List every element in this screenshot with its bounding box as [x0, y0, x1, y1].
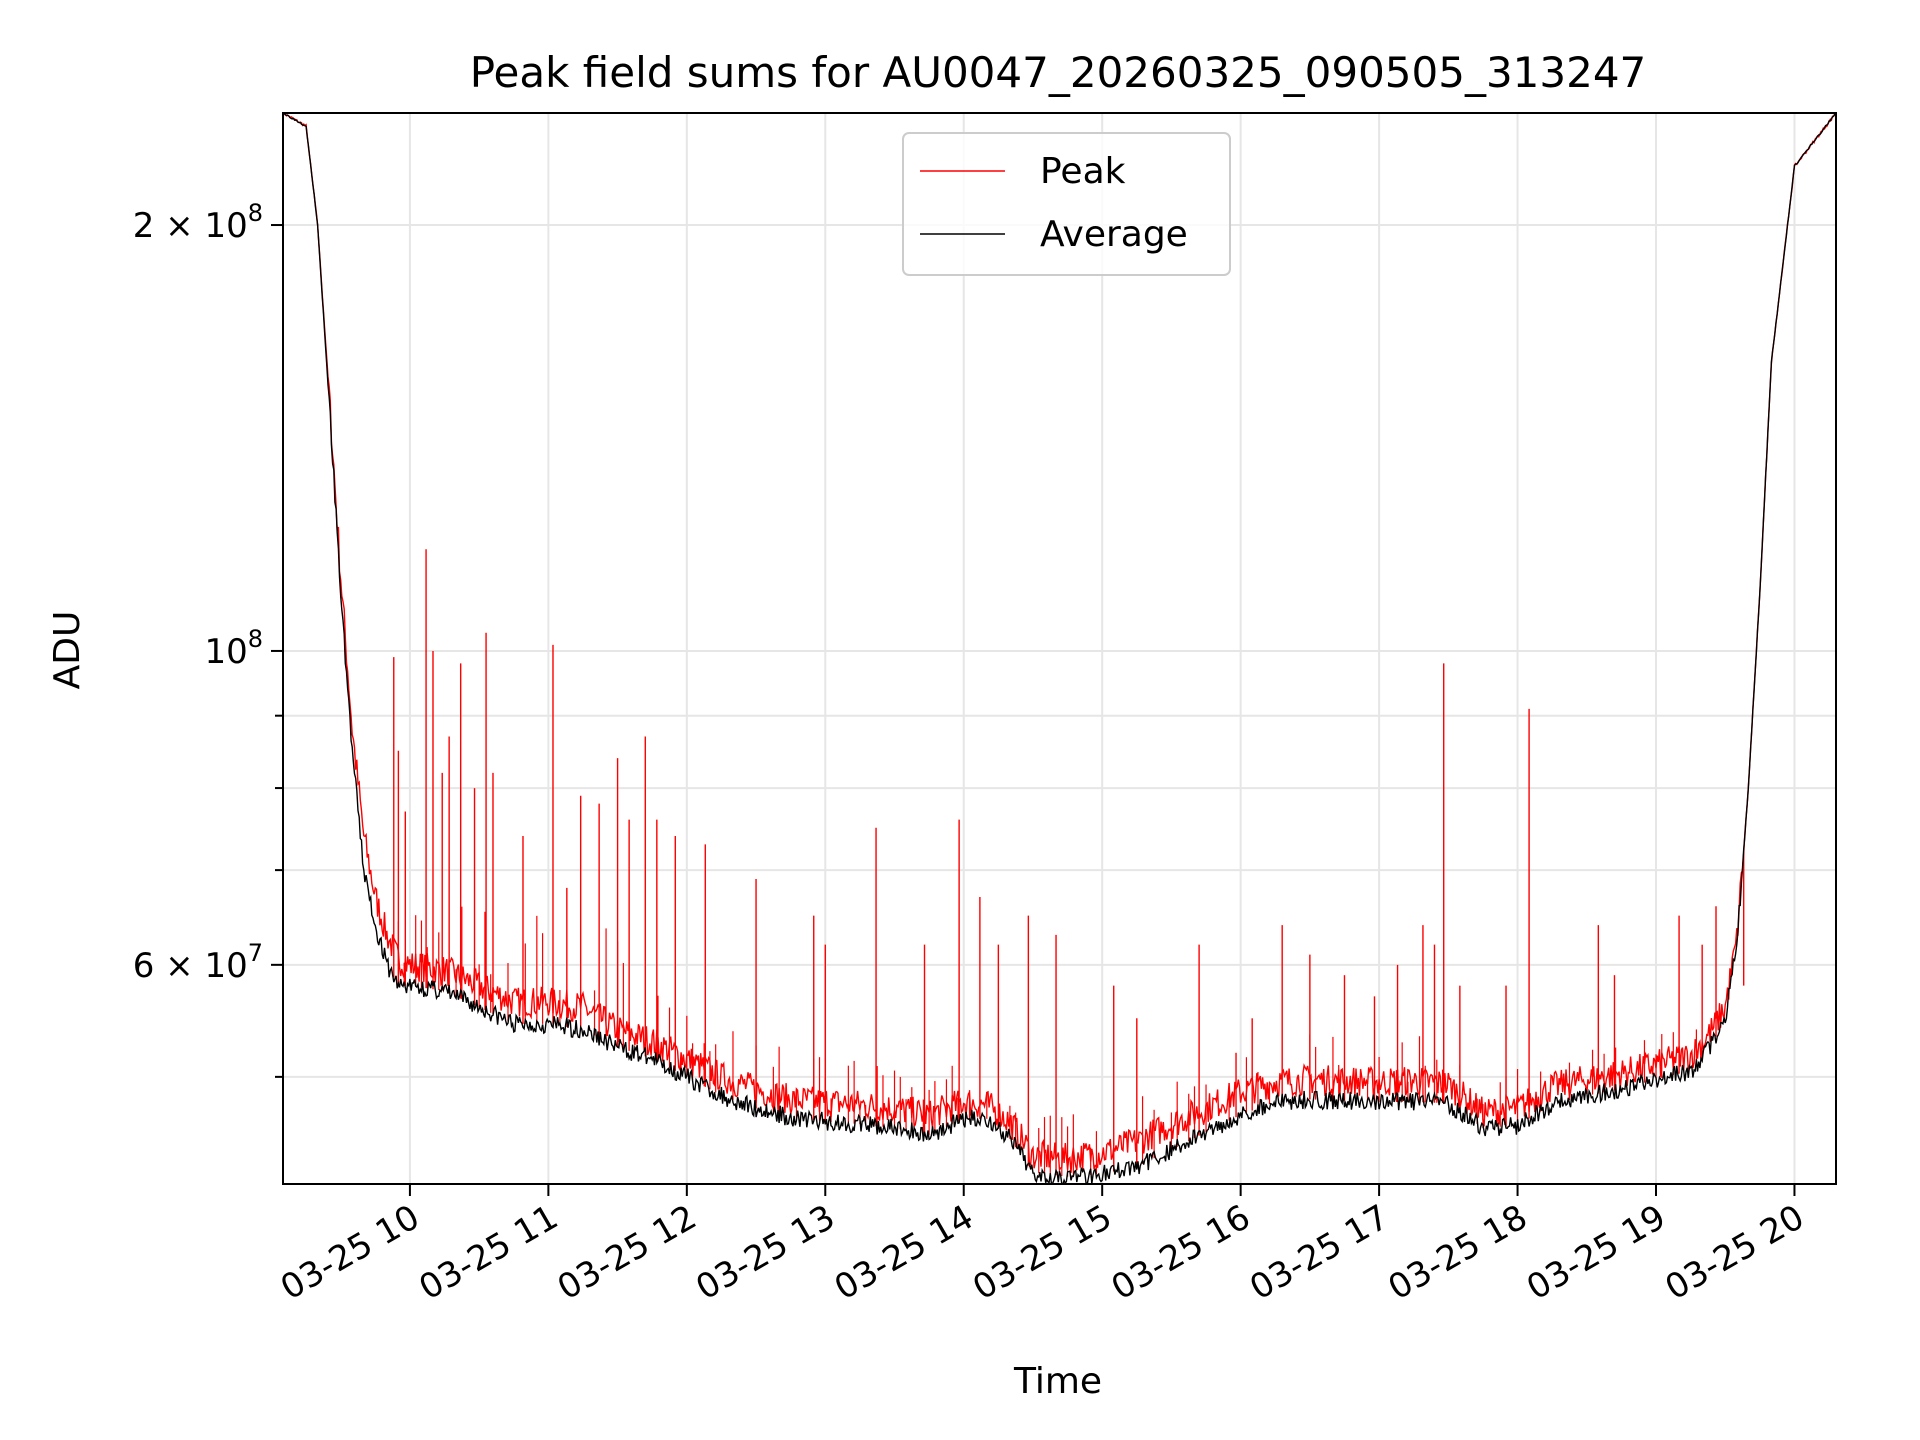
y-axis: 2 × 108 108 6 × 107 — [133, 199, 283, 1078]
series-peak — [283, 113, 1836, 1177]
x-axis-label: Time — [1013, 1361, 1102, 1402]
legend-label: Average — [1040, 214, 1188, 255]
y-tick-label: 6 × 107 — [133, 939, 263, 986]
grid-lines — [283, 113, 1836, 1184]
legend: Peak Average — [902, 132, 1231, 276]
plot-frame — [282, 112, 1837, 1185]
series-average-line — [283, 113, 1836, 1184]
plot-area — [283, 113, 1836, 1184]
y-tick-label: 2 × 108 — [133, 199, 263, 246]
chart-title: Peak field sums for AU0047_20260325_0905… — [470, 48, 1647, 97]
y-axis-label: ADU — [47, 611, 88, 690]
legend-box — [902, 132, 1231, 276]
series-peak-line — [283, 113, 1836, 1173]
plot-lines — [283, 113, 1836, 1184]
y-tick-label: 108 — [204, 625, 263, 672]
legend-label: Peak — [1040, 151, 1126, 192]
